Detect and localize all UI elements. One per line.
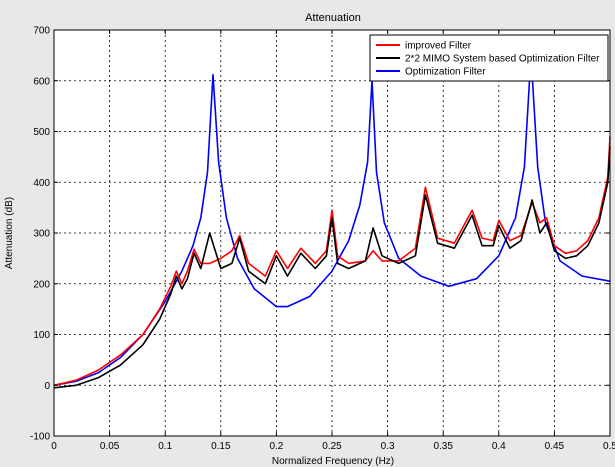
y-tick-label: 400: [33, 178, 50, 189]
y-tick-label: 200: [33, 279, 50, 290]
y-axis-ticks: -100 0 100 200 300 400 500 600 700: [30, 26, 610, 443]
y-axis-label: Attenuation (dB): [4, 197, 15, 269]
series-line-2: [53, 54, 611, 387]
chart-title: Attenuation: [305, 12, 361, 24]
series-line-0: [53, 136, 611, 387]
y-tick-label: 300: [33, 229, 50, 240]
plot-area: [54, 30, 610, 436]
x-tick-label: 0.4: [492, 441, 506, 452]
x-tick-label: 0.25: [322, 441, 342, 452]
y-tick-label: 700: [33, 26, 50, 37]
legend: improved Filter 2*2 MIMO System based Opt…: [369, 34, 609, 82]
x-tick-label: 0.2: [269, 441, 283, 452]
series-lines: [53, 54, 611, 389]
x-tick-label: 0.05: [100, 441, 120, 452]
x-axis-ticks: 0 0.05 0.1 0.15 0.2 0.25 0.3 0.35 0.4 0.45 0.5: [51, 30, 615, 452]
y-tick-label: 100: [33, 330, 50, 341]
series-line-1: [53, 146, 611, 389]
y-tick-label: -100: [30, 432, 50, 443]
y-tick-label: 500: [33, 127, 50, 138]
legend-entry: 2*2 MIMO System based Optimization Filte…: [405, 54, 600, 65]
x-tick-label: 0.1: [158, 441, 172, 452]
x-tick-label: 0.5: [603, 441, 615, 452]
x-tick-label: 0.3: [381, 441, 395, 452]
x-tick-label: 0.35: [433, 441, 453, 452]
legend-entry: Optimization Filter: [405, 67, 486, 78]
y-tick-label: 0: [44, 381, 50, 392]
legend-box: [369, 34, 609, 82]
x-axis-label: Normalized Frequency (Hz): [272, 456, 394, 467]
x-tick-label: 0: [51, 441, 57, 452]
x-tick-label: 0.45: [545, 441, 565, 452]
x-tick-label: 0.15: [211, 441, 231, 452]
legend-entry: improved Filter: [405, 41, 472, 52]
y-tick-label: 600: [33, 76, 50, 87]
